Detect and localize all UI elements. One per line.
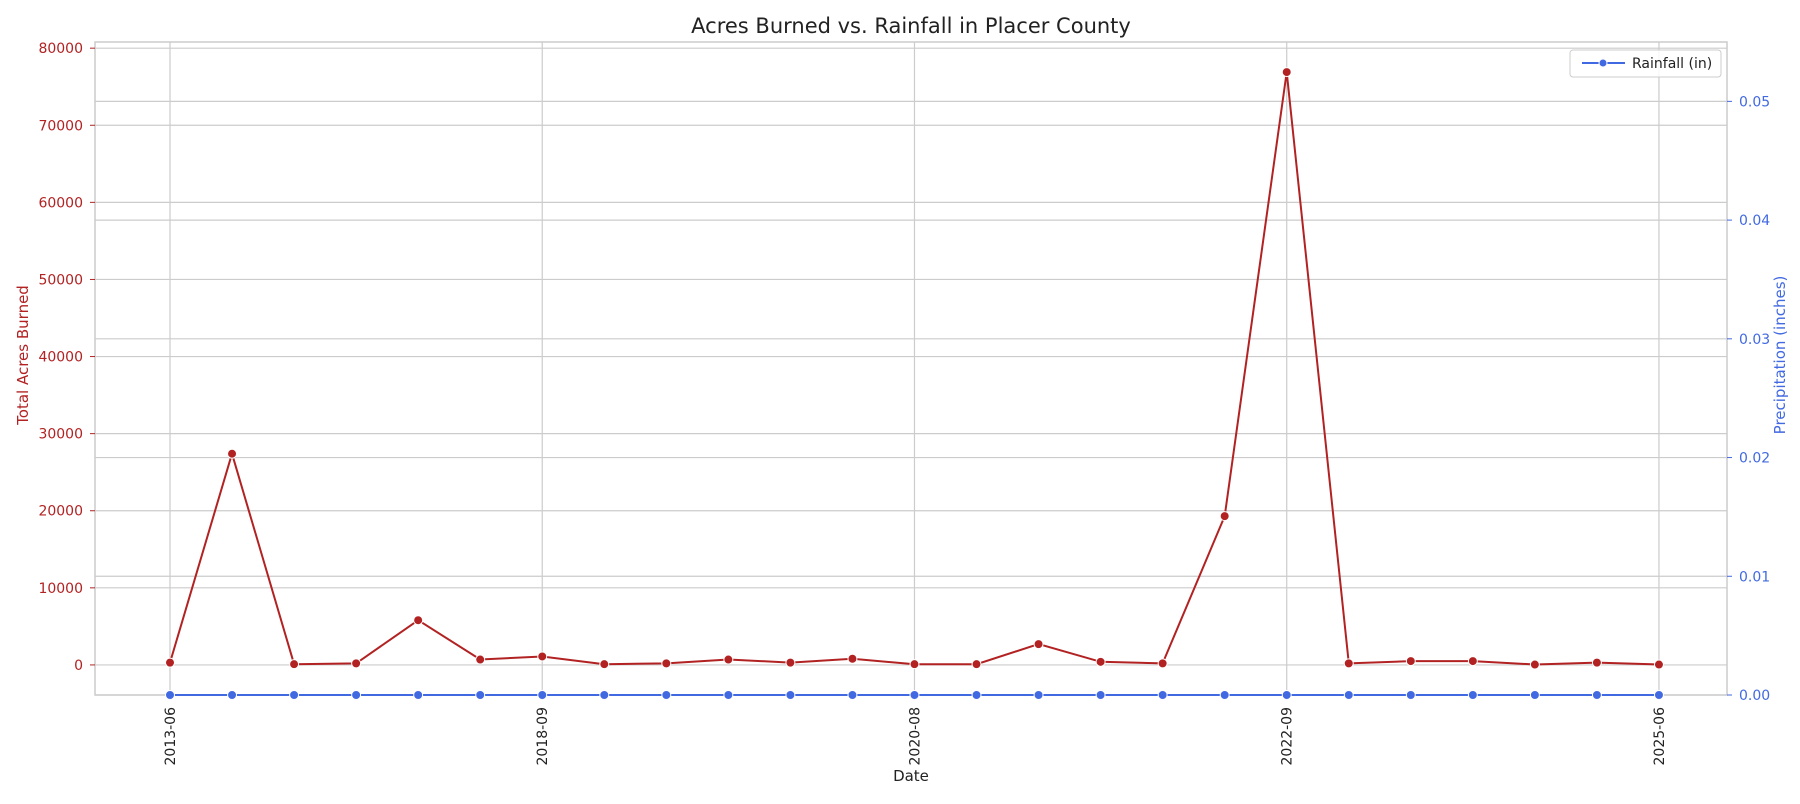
plot-frame	[94, 41, 1728, 696]
legend-label-rainfall: Rainfall (in)	[1632, 56, 1712, 72]
data-point-rainfall	[1219, 690, 1230, 700]
data-point-rainfall	[1157, 690, 1168, 700]
data-point-rainfall	[661, 690, 672, 700]
data-point-acres-burned	[723, 654, 734, 665]
x-tick-label: 2020-08	[907, 707, 923, 766]
data-point-rainfall	[1281, 690, 1292, 700]
data-point-rainfall	[847, 690, 858, 700]
data-point-rainfall	[351, 690, 362, 700]
right-tick-label: 0.00	[1739, 688, 1770, 704]
data-point-acres-burned	[289, 659, 300, 670]
data-point-rainfall	[289, 690, 300, 700]
data-point-acres-burned	[1467, 656, 1478, 667]
data-point-rainfall	[1405, 690, 1416, 700]
data-point-acres-burned	[1281, 67, 1292, 78]
right-tick-label: 0.03	[1739, 332, 1770, 348]
data-point-acres-burned	[1591, 657, 1602, 668]
right-tick-label: 0.04	[1739, 213, 1770, 229]
data-point-acres-burned	[1529, 659, 1540, 670]
data-point-rainfall	[165, 690, 175, 700]
left-tick-label: 80000	[38, 41, 83, 57]
data-point-acres-burned	[413, 615, 424, 626]
data-point-acres-burned	[909, 659, 920, 670]
left-tick-label: 10000	[38, 581, 83, 597]
data-point-rainfall	[971, 690, 982, 700]
data-point-rainfall	[785, 690, 796, 700]
data-point-acres-burned	[1033, 639, 1044, 650]
right-axis-ticks: 0.00 0.01 0.02 0.03 0.04 0.05	[1727, 94, 1770, 704]
data-point-rainfall	[1529, 690, 1540, 700]
data-point-acres-burned	[227, 448, 238, 459]
x-tick-label: 2013-06	[163, 707, 179, 766]
data-point-rainfall	[723, 690, 734, 700]
left-tick-label: 40000	[38, 350, 83, 366]
data-point-rainfall	[413, 690, 424, 700]
x-axis-label: Date	[893, 767, 929, 785]
left-axis-label: Total Acres Burned	[14, 285, 32, 426]
right-axis-label: Precipitation (inches)	[1771, 276, 1789, 435]
legend-box	[1569, 49, 1722, 78]
left-tick-label: 50000	[38, 272, 83, 288]
data-point-rainfall	[475, 690, 486, 700]
left-axis-ticks: 0 10000 20000 30000 40000 50000 60000 70000 8000…	[38, 41, 95, 674]
data-point-rainfall	[1467, 690, 1478, 700]
data-point-acres-burned	[971, 659, 982, 670]
data-point-acres-burned	[599, 659, 610, 670]
series	[165, 67, 1664, 700]
data-point-rainfall	[537, 690, 548, 700]
left-tick-label: 20000	[38, 504, 83, 520]
data-point-acres-burned	[1405, 656, 1416, 667]
data-point-acres-burned	[1219, 511, 1230, 522]
data-point-acres-burned	[165, 657, 175, 668]
data-point-acres-burned	[661, 658, 672, 669]
data-point-rainfall	[1033, 690, 1044, 700]
data-point-rainfall	[1653, 690, 1664, 700]
left-tick-label: 0	[74, 658, 83, 674]
x-axis-ticks: 2013-06 2018-09 2020-08 2022-09 2025-06	[163, 695, 1668, 766]
data-point-acres-burned	[1157, 658, 1168, 669]
data-point-rainfall	[1591, 690, 1602, 700]
data-point-acres-burned	[1095, 656, 1106, 667]
right-tick-label: 0.02	[1739, 451, 1770, 467]
chart-title: Acres Burned vs. Rainfall in Placer Coun…	[691, 14, 1131, 38]
data-point-acres-burned	[785, 657, 796, 668]
right-tick-label: 0.05	[1739, 94, 1770, 110]
data-point-rainfall	[1095, 690, 1106, 700]
data-point-rainfall	[909, 690, 920, 700]
data-point-acres-burned	[351, 658, 362, 669]
data-point-rainfall	[1343, 690, 1354, 700]
data-point-acres-burned	[537, 651, 548, 662]
data-point-rainfall	[599, 690, 610, 700]
left-tick-label: 30000	[38, 427, 83, 443]
left-tick-label: 60000	[38, 195, 83, 211]
x-tick-label: 2018-09	[535, 707, 551, 766]
data-point-acres-burned	[847, 653, 858, 664]
legend: Rainfall (in)	[1569, 49, 1722, 78]
x-tick-label: 2025-06	[1652, 707, 1668, 766]
data-point-rainfall	[227, 690, 238, 700]
grid	[95, 42, 1727, 696]
data-point-acres-burned	[1343, 658, 1354, 669]
right-tick-label: 0.01	[1739, 569, 1770, 585]
data-point-acres-burned	[1653, 659, 1664, 670]
left-tick-label: 70000	[38, 118, 83, 134]
data-point-acres-burned	[475, 654, 486, 665]
legend-swatch-marker	[1598, 58, 1608, 68]
x-tick-label: 2022-09	[1280, 707, 1296, 766]
